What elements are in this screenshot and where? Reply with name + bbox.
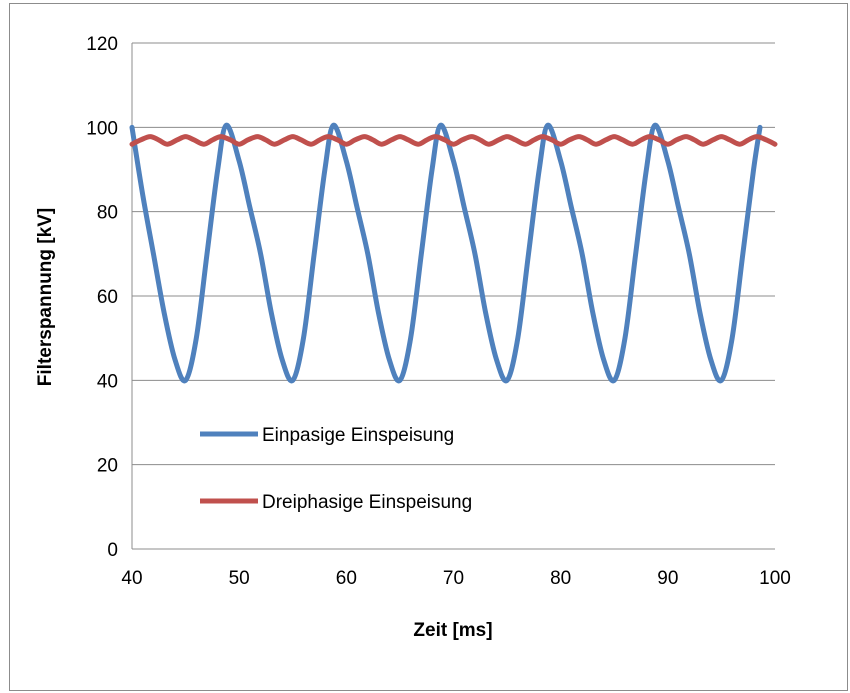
y-axis-title: Filterspannung [kV] bbox=[35, 208, 56, 386]
x-tick-label: 90 bbox=[657, 568, 678, 589]
x-tick-label: 60 bbox=[336, 568, 357, 589]
x-tick-label: 80 bbox=[550, 568, 571, 589]
legend-label-dreiphasige: Dreiphasige Einspeisung bbox=[262, 492, 472, 513]
y-tick-labels: 0 20 40 60 80 100 120 bbox=[86, 34, 118, 561]
y-tick-label: 80 bbox=[97, 203, 118, 224]
x-tick-label: 40 bbox=[121, 568, 142, 589]
series-line-einpasige bbox=[129, 122, 763, 384]
series-layer bbox=[129, 122, 778, 384]
legend: Einpasige Einspeisung Dreiphasige Einspe… bbox=[200, 425, 472, 513]
y-tick-label: 40 bbox=[97, 371, 118, 392]
gridlines bbox=[132, 42, 775, 550]
y-tick-label: 100 bbox=[86, 118, 118, 139]
y-tick-label: 0 bbox=[107, 540, 118, 561]
y-tick-label: 20 bbox=[97, 456, 118, 477]
x-tick-label: 70 bbox=[443, 568, 464, 589]
series-line-dreiphasige bbox=[129, 134, 778, 147]
y-tick-label: 120 bbox=[86, 34, 118, 55]
x-tick-label: 50 bbox=[229, 568, 250, 589]
y-tick-label: 60 bbox=[97, 287, 118, 308]
x-axis-title: Zeit [ms] bbox=[413, 620, 492, 641]
x-tick-labels: 40 50 60 70 80 90 100 bbox=[121, 568, 790, 589]
x-tick-label: 100 bbox=[759, 568, 791, 589]
legend-label-einpasige: Einpasige Einspeisung bbox=[262, 425, 454, 446]
